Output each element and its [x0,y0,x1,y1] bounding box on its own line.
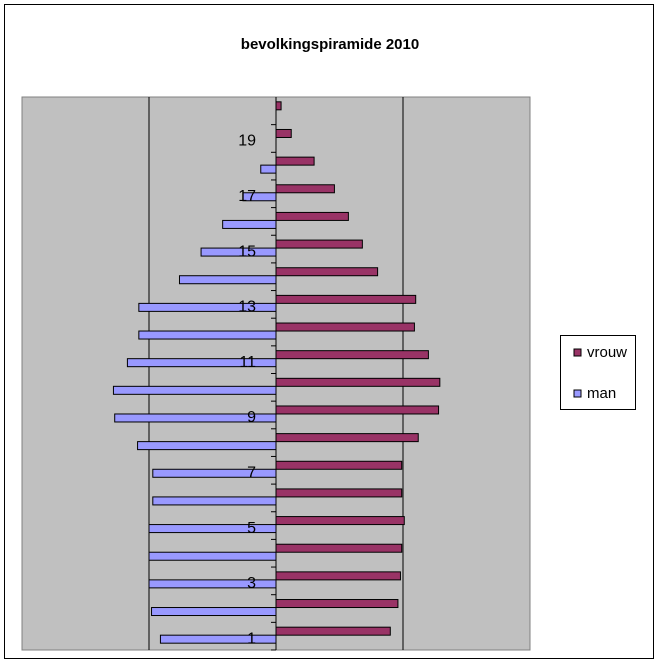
bar [148,524,277,534]
chart-title: bevolkingspiramide 2010 [241,36,419,53]
bar [260,164,277,174]
legend-label: vrouw [587,344,627,361]
bar [275,239,363,249]
bar [275,599,399,609]
bar [275,211,349,221]
y-tick-label: 15 [238,243,256,260]
bar [275,350,429,360]
bar [148,579,277,589]
legend [560,335,636,410]
bar [112,385,277,395]
y-tick-label: 17 [238,188,256,205]
y-tick-label: 3 [247,575,256,592]
legend-swatch [573,389,582,398]
bar [275,516,405,526]
bar [138,330,277,340]
bar [178,275,277,285]
bar [152,496,277,506]
bar [275,101,282,111]
legend-label: man [587,385,616,402]
bar [275,184,335,194]
bar [137,441,277,451]
y-tick-label: 11 [239,354,256,371]
bar [222,219,277,229]
bar [275,543,403,553]
bar [159,634,277,644]
bar [275,488,403,498]
bar [275,571,401,581]
bar [152,468,277,478]
bar [275,128,292,138]
bar [275,433,419,443]
bar [275,377,441,387]
bar [275,156,315,166]
y-tick-label: 7 [247,464,256,481]
bar [275,626,391,636]
legend-swatch [573,348,582,357]
bar [275,267,379,277]
bar [275,460,403,470]
bar [151,607,277,617]
y-tick-label: 19 [238,133,256,150]
y-tick-label: 1 [247,630,256,647]
bar [275,322,415,332]
y-tick-label: 5 [247,520,256,537]
y-tick-label: 9 [247,409,256,426]
bar [275,294,417,304]
y-tick-label: 13 [238,299,256,316]
bar [275,405,440,415]
bar [148,551,277,561]
